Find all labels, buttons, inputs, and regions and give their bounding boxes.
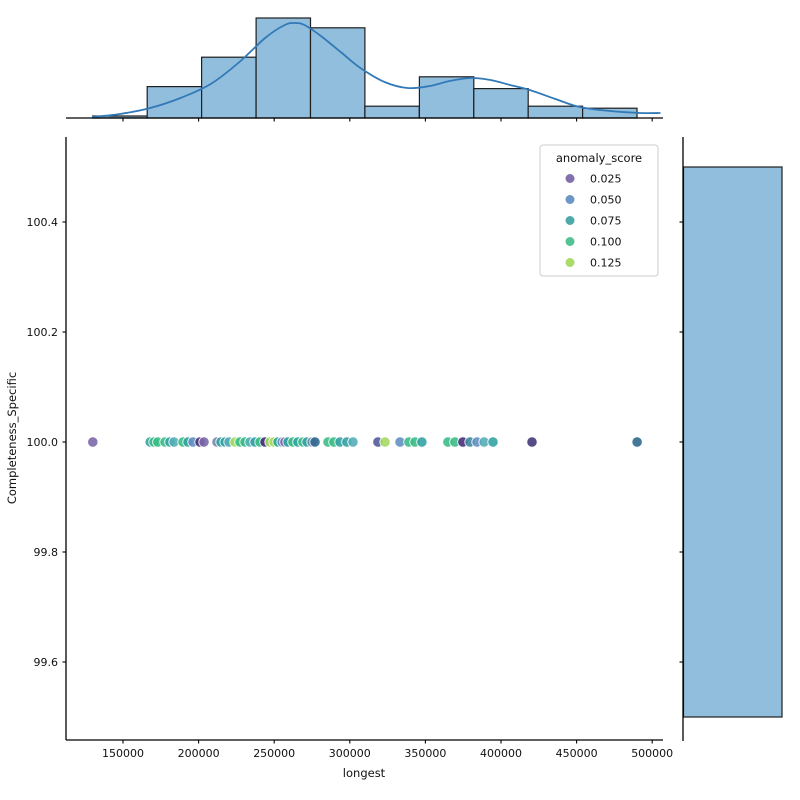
x-axis-label: longest [343, 766, 386, 780]
histogram-bar [527, 105, 584, 119]
legend-marker [565, 258, 575, 267]
legend-item: 0.050 [565, 193, 622, 206]
histogram-bar [201, 56, 257, 119]
scatter-point [87, 436, 99, 448]
main-plot-area: 150000 200000 250000 300000 350000 400000 4500… [5, 137, 673, 780]
histogram-bar [364, 105, 420, 119]
scatter-point [487, 436, 499, 448]
scatter-point [309, 436, 321, 448]
scatter-point [416, 436, 428, 448]
histogram-bar [473, 87, 529, 119]
histogram-bar [418, 76, 475, 119]
x-axis-tick-label: 500000 [631, 747, 673, 760]
histogram-bar [255, 17, 312, 119]
x-axis-tick-label: 150000 [102, 747, 144, 760]
scatter-point [347, 436, 359, 448]
x-axis-tick-label: 300000 [329, 747, 371, 760]
right-histogram-bars [682, 166, 783, 718]
x-axis-ticks: 150000 200000 250000 300000 350000 400000 4500… [102, 740, 673, 760]
right-marginal-ticks [679, 221, 683, 663]
x-axis-tick-label: 200000 [178, 747, 220, 760]
legend-item-label: 0.075 [590, 214, 622, 227]
y-axis-tick-label: 100.0 [27, 436, 59, 449]
y-axis-tick-label: 100.2 [27, 326, 59, 339]
legend-marker [565, 237, 575, 246]
top-marginal-histogram [66, 17, 663, 122]
scatter-point [379, 436, 391, 448]
scatter-point [526, 436, 538, 448]
y-axis-tick-label: 99.6 [34, 656, 59, 669]
top-histogram-bars [92, 17, 638, 119]
legend-marker [565, 216, 575, 225]
legend-item: 0.025 [565, 172, 622, 185]
x-axis-tick-label: 250000 [253, 747, 295, 760]
legend-item-label: 0.125 [590, 256, 622, 269]
histogram-bar [309, 27, 366, 119]
right-histogram-bar [682, 166, 783, 718]
x-axis-tick-label: 450000 [556, 747, 598, 760]
right-marginal-histogram [679, 137, 783, 741]
y-axis-tick-label: 99.8 [34, 546, 59, 559]
legend-item: 0.075 [565, 214, 622, 227]
legend-marker [565, 174, 575, 183]
legend-item-label: 0.100 [590, 235, 622, 248]
x-axis-tick-label: 400000 [480, 747, 522, 760]
top-marginal-ticks [122, 118, 653, 122]
legend-title: anomaly_score [556, 151, 642, 165]
scatter-point [198, 436, 210, 448]
histogram-bar [146, 85, 203, 119]
y-axis-ticks: 100.4 100.2 100.0 99.8 99.6 [27, 216, 66, 669]
y-axis-label: Completeness_Specific [5, 372, 19, 504]
legend-marker [565, 195, 575, 204]
legend-item: 0.100 [565, 235, 622, 248]
y-axis-tick-label: 100.4 [27, 216, 59, 229]
kde-curve [91, 22, 661, 118]
scatter-point [631, 436, 643, 448]
legend-items: 0.025 0.050 0.075 0.100 0.125 [565, 172, 622, 269]
legend-item-label: 0.025 [590, 172, 622, 185]
legend-item-label: 0.050 [590, 193, 622, 206]
legend: anomaly_score 0.025 0.050 0.075 0.100 0.125 [539, 144, 659, 277]
x-axis-tick-label: 350000 [404, 747, 446, 760]
scatter-series [87, 436, 643, 448]
legend-item: 0.125 [565, 256, 622, 269]
